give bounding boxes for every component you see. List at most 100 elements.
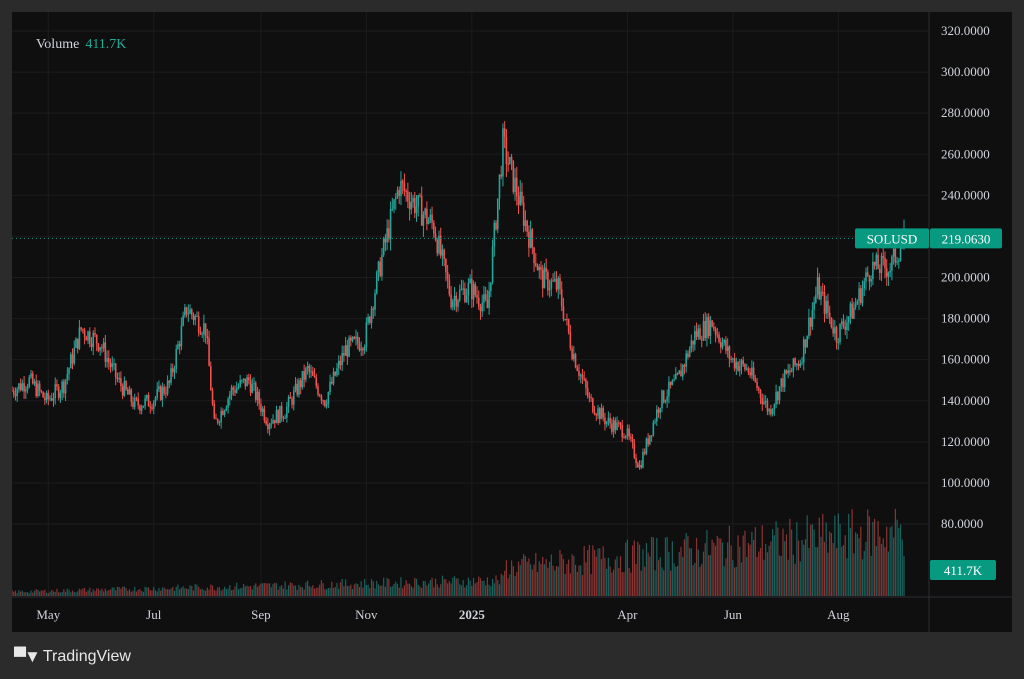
volume-bar [230,590,233,596]
candle-body [687,353,689,357]
candle-body [669,381,672,385]
volume-bar [265,583,267,596]
candle-body [313,375,316,377]
volume-bar [751,531,753,596]
tradingview-logo[interactable]: ▀▼ TradingView [14,647,131,667]
volume-tag-label: 411.7K [944,563,983,578]
candle-body [325,403,328,407]
volume-bar [670,570,672,596]
volume-bar [651,536,653,596]
candle-body [282,417,285,419]
candle-body [562,306,565,320]
volume-bar [127,590,129,596]
candle-body [611,423,613,432]
volume-bar [189,585,191,596]
volume-bar [166,589,169,596]
candle-body [694,331,696,345]
candle-body [310,371,312,373]
volume-bar [630,572,632,596]
volume-bar [725,558,727,596]
volume-bar [612,569,615,596]
volume-bar [580,565,582,596]
volume-bar [241,587,243,596]
volume-bar [846,558,848,596]
candle-body [832,327,834,334]
volume-bar [260,583,262,596]
candle-body [733,358,736,369]
volume-bar [593,549,596,596]
candle-body [849,303,852,317]
candle-body [851,303,853,319]
volume-bar [320,580,323,596]
candle-body [30,373,32,378]
candle-body [820,291,822,300]
candle-body [446,272,449,280]
candle-body [289,397,292,399]
candle-body [730,359,732,361]
candle-body [170,368,172,383]
candle-body [365,322,368,348]
volume-bar [706,529,708,596]
volume-bar [82,588,84,596]
volume-bar [414,577,416,596]
candle-body [201,334,203,336]
candle-body [137,398,139,406]
candle-body [854,304,857,308]
candle-body [507,163,509,165]
volume-bar [749,544,751,596]
candle-body [789,370,791,373]
candle-body [415,206,418,214]
x-tick-label: Jun [724,607,743,622]
candle-body [853,307,855,319]
candle-body [263,408,266,421]
candle-body [785,370,788,374]
candle-body [742,360,745,365]
volume-bar [806,515,808,596]
candle-body [389,208,392,240]
candle-body [336,368,338,376]
volume-bar [305,582,307,596]
volume-bar [289,582,291,596]
volume-bar [638,544,641,596]
candle-body [593,412,596,415]
candle-body [75,338,77,348]
candle-body [560,289,563,307]
candle-body [229,394,231,399]
candle-body [208,338,210,367]
volume-bar [39,591,41,596]
candle-body [519,191,522,205]
volume-bar [253,585,255,596]
candle-body [559,277,561,290]
volume-bar [599,548,601,596]
volume-bar [153,587,155,596]
volume-bar [374,588,376,596]
volume-bar [502,575,504,596]
volume-bar [564,573,566,596]
candle-body [331,381,333,384]
candle-body [197,315,200,333]
volume-bar [772,529,774,596]
candle-body [222,410,224,415]
candle-body [73,347,76,364]
volume-bar [338,588,340,596]
candle-body [830,317,833,328]
volume-bar [884,547,886,596]
candle-body [614,420,617,430]
volume-bar [753,539,755,596]
price-chart[interactable]: 320.0000 300.0000 280.0000 260.0000 240.0000… [12,12,1012,632]
candle-body [493,222,496,247]
volume-bar [301,587,304,596]
volume-bar [746,556,748,596]
candle-body [469,278,471,284]
candle-body [557,277,560,290]
volume-bar [90,592,93,596]
volume-bar [70,592,72,596]
candle-body [273,419,276,424]
volume-bar [533,564,535,596]
candle-body [768,409,770,412]
volume-bar [666,536,668,596]
candle-body [490,282,492,292]
volume-bar [758,551,760,596]
price-tag [930,228,1002,249]
volume-bar [899,524,902,596]
